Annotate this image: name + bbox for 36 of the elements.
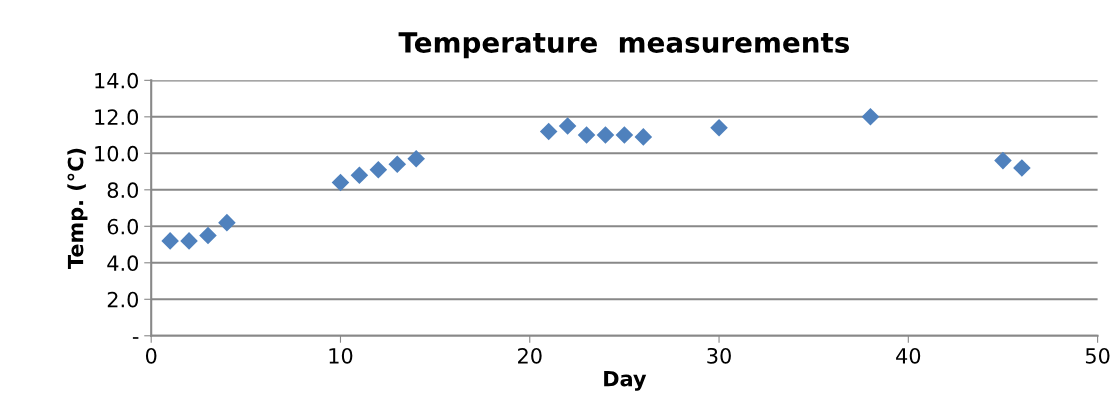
- point: [199, 226, 217, 245]
- point: [558, 117, 577, 135]
- point: [596, 126, 615, 144]
- x-tick-label: 40: [896, 347, 921, 364]
- point: [407, 150, 425, 168]
- y-tick-label: 8.0: [107, 182, 139, 199]
- chart-title: Temperature measurements: [398, 32, 850, 59]
- point: [634, 128, 653, 146]
- point: [577, 126, 596, 144]
- x-tick-label: 0: [145, 347, 157, 364]
- y-tick-label: 2.0: [107, 291, 139, 308]
- y-axis-title: Temp. (°C): [67, 148, 88, 270]
- point: [331, 173, 350, 192]
- point: [180, 232, 198, 250]
- y-tick-label: 14.0: [95, 72, 139, 89]
- point: [1013, 159, 1031, 177]
- point: [994, 151, 1012, 170]
- y-tick-label: 10.0: [95, 145, 139, 162]
- point: [861, 108, 880, 126]
- point: [369, 160, 388, 179]
- point: [218, 213, 236, 232]
- x-tick-label: 30: [707, 347, 731, 364]
- y-tick-label: 4.0: [107, 255, 139, 272]
- y-tick-label: -: [132, 337, 139, 339]
- point: [615, 126, 634, 144]
- point: [350, 166, 369, 184]
- point: [161, 232, 179, 250]
- x-tick-label: 20: [518, 347, 542, 364]
- point: [388, 155, 407, 174]
- x-axis-title: Day: [604, 371, 647, 391]
- y-tick-label: 6.0: [107, 218, 139, 235]
- point: [710, 118, 728, 137]
- x-tick-label: 10: [329, 347, 353, 364]
- x-tick-label: 50: [1085, 347, 1110, 364]
- point: [539, 122, 558, 141]
- y-tick-label: 12.0: [95, 109, 139, 126]
